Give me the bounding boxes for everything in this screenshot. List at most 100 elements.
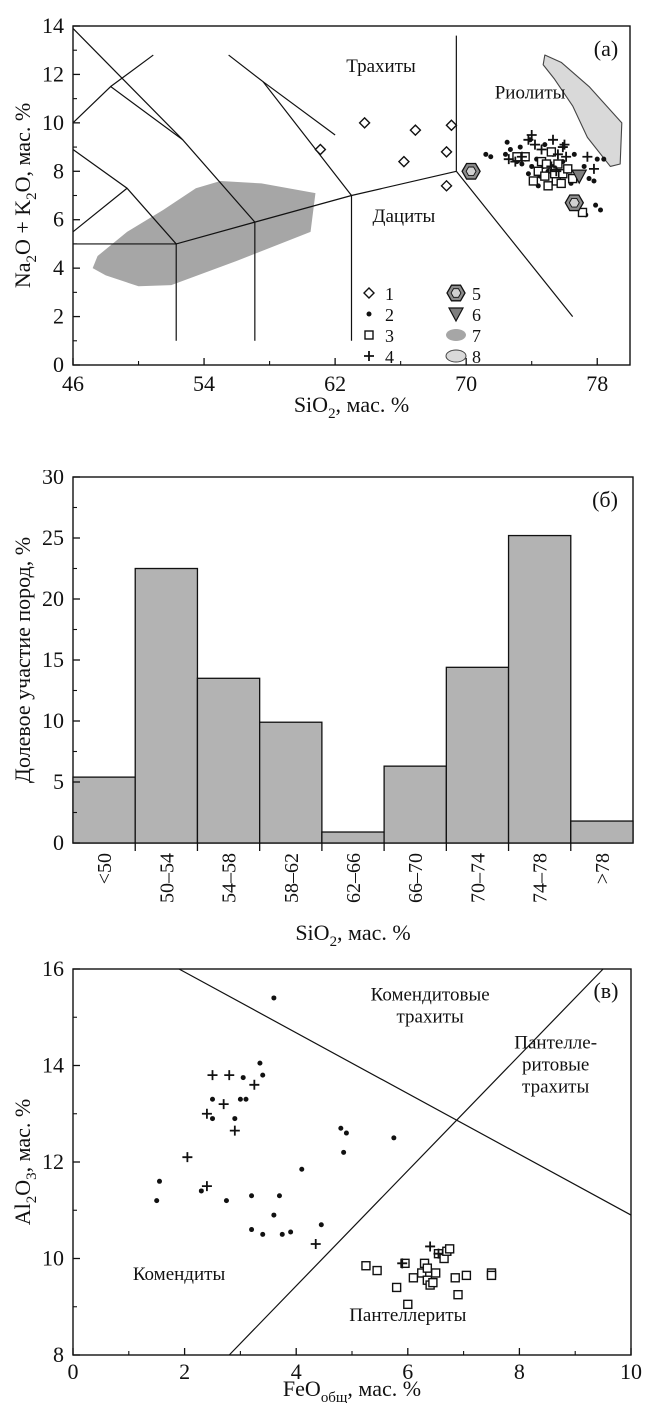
bar-3: [259, 721, 323, 844]
x-axis-title-part-0: SiO: [295, 920, 329, 945]
data-point-3-square: [486, 1270, 497, 1281]
data-point-1-diamond: [358, 116, 371, 129]
field-label: Трахиты: [346, 56, 416, 77]
y-tick-label: 4: [53, 255, 64, 280]
boundary-line-10: [72, 28, 184, 141]
data-point-3-square: [428, 1277, 438, 1288]
y-axis-title-part-1: 2: [24, 1196, 40, 1203]
y-tick-label: 8: [53, 1342, 64, 1367]
field-label: Пантелле-: [514, 1033, 597, 1054]
y-tick-label: 2: [53, 304, 64, 329]
data-point-2-dot: [502, 151, 508, 157]
data-point-3-square: [444, 1244, 455, 1254]
data-point-2-dot: [257, 1060, 263, 1066]
data-point-3-square: [533, 166, 543, 176]
x-category-label: <50: [94, 853, 116, 884]
data-point-4-plus: [433, 1248, 444, 1259]
data-point-1-diamond: [409, 124, 422, 137]
data-point-3-square: [391, 1282, 402, 1293]
boundary-line-11: [110, 54, 154, 88]
data-point-2-dot: [598, 207, 604, 213]
x-axis-title-part-1: общ: [321, 1390, 348, 1403]
y-axis-title-part-0: Al: [10, 1203, 35, 1225]
legend-label: 6: [472, 305, 481, 325]
boundary-line-9: [72, 187, 128, 233]
data-point-3-square: [403, 1299, 413, 1310]
data-point-3-square: [549, 169, 560, 179]
field-label: Риолиты: [495, 83, 566, 104]
data-point-3-square: [540, 171, 550, 181]
x-axis-title-part-1: 2: [330, 934, 337, 950]
bar-0: [72, 776, 136, 844]
x-tick-label: 6: [402, 1359, 413, 1384]
data-point-4-plus: [559, 139, 570, 150]
y-tick-label: 10: [42, 708, 64, 733]
data-point-3-square: [543, 181, 553, 191]
data-point-3-square: [577, 207, 588, 218]
bar-6: [445, 666, 510, 844]
data-point-4-plus: [201, 1181, 212, 1192]
data-point-4-plus: [551, 166, 562, 177]
data-point-3-square: [361, 1261, 371, 1271]
field-label: Комендиты: [133, 1264, 226, 1285]
x-tick-label: 62: [324, 371, 346, 396]
x-tick-label: 78: [586, 371, 608, 396]
x-axis-title-part-0: SiO: [294, 392, 328, 417]
data-point-2-dot: [210, 1116, 215, 1122]
data-point-2-dot: [249, 1193, 255, 1199]
data-points: [314, 116, 607, 218]
data-point-4-plus: [548, 134, 559, 145]
data-point-4-plus: [207, 1070, 218, 1081]
data-point-3-square: [408, 1273, 419, 1283]
data-point-4-plus: [503, 154, 514, 165]
legend-marker-7: [446, 329, 466, 341]
data-point-3-square: [417, 1268, 427, 1278]
silica-histogram: 0 5 10 15 20 25 30 <50 50–54 54–58 58–62 62–66 66–70…: [10, 464, 634, 950]
feo-al2o3-diagram-panel: 0 2 4 6 8 10 8 10 12 14 16 FeOобщ, мас. % Al2O3, мас…: [0, 950, 647, 1406]
data-point-2-dot: [198, 1188, 204, 1194]
data-point-4-plus: [510, 156, 521, 167]
field-area-7: [92, 180, 316, 287]
bar-7: [507, 534, 572, 844]
data-point-2-dot: [249, 1227, 255, 1233]
data-point-4-plus: [218, 1099, 229, 1110]
y-tick-label: 0: [53, 830, 64, 855]
data-point-2-dot: [338, 1125, 344, 1131]
x-axis-title-part-2: , мас. %: [347, 1376, 421, 1401]
data-point-2-dot: [591, 178, 597, 184]
legend-marker-3: [364, 330, 374, 340]
y-tick-label: 0: [53, 352, 64, 377]
y-axis-title-part-4: O, мас. %: [10, 103, 35, 193]
data-point-2-dot: [601, 156, 607, 162]
x-axis-title-part-0: FeO: [283, 1376, 321, 1401]
data-point-3-square: [563, 164, 573, 174]
x-category-label: 58–62: [281, 853, 303, 903]
data-point-2-dot: [341, 1149, 347, 1155]
legend-label: 8: [472, 347, 481, 367]
data-point-2-dot: [586, 176, 592, 182]
y-axis-title-part-4: , мас. %: [10, 1099, 35, 1173]
data-point-2-dot: [260, 1072, 266, 1078]
y-tick-label: 16: [42, 956, 64, 981]
data-point-4-plus: [425, 1241, 436, 1252]
data-point-4-plus: [249, 1079, 260, 1090]
x-tick-label: 4: [291, 1359, 302, 1384]
data-point-5-hexagon-inner: [568, 198, 580, 208]
x-axis-title-part-2: , мас. %: [336, 392, 410, 417]
data-point-4-plus: [229, 1125, 240, 1136]
data-point-2-dot: [517, 144, 523, 150]
data-point-4-plus: [582, 151, 593, 162]
x-category-label: 74–78: [530, 853, 552, 903]
field-label: Комендитовые: [371, 984, 490, 1005]
data-point-2-dot: [507, 146, 513, 152]
legend-label: 2: [385, 305, 394, 325]
field-label: Дациты: [373, 206, 436, 227]
x-tick-label: 2: [179, 1359, 190, 1384]
data-point-3-square: [450, 1273, 460, 1283]
panel-label: (а): [594, 36, 618, 61]
y-tick-label: 25: [42, 525, 64, 550]
data-point-3-square: [422, 1263, 433, 1273]
